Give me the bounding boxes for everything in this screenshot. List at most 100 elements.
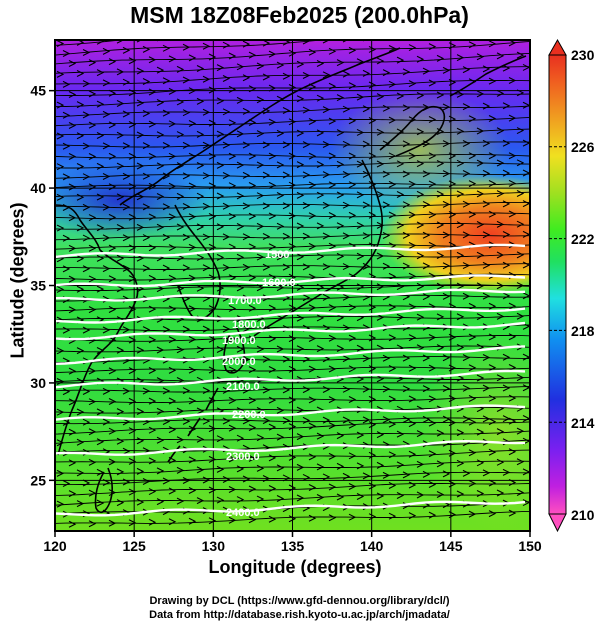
wind-arrow bbox=[328, 514, 337, 522]
wind-arrow bbox=[462, 66, 471, 74]
wind-arrow bbox=[362, 170, 371, 178]
streamline bbox=[55, 430, 530, 444]
coast-kyushu bbox=[223, 325, 246, 374]
wind-arrow bbox=[502, 139, 511, 147]
wind-arrow bbox=[188, 152, 197, 160]
wind-arrow bbox=[456, 221, 465, 229]
wind-arrow bbox=[328, 47, 337, 55]
wind-arrow bbox=[462, 170, 471, 177]
wind-arrow bbox=[488, 448, 497, 456]
wind-arrow bbox=[242, 74, 251, 82]
wind-arrow bbox=[257, 29, 263, 35]
wind-arrow bbox=[322, 40, 331, 44]
streamline bbox=[55, 335, 530, 342]
wind-arrow bbox=[282, 171, 291, 179]
wind-arrow bbox=[476, 90, 485, 98]
wind-arrow bbox=[408, 481, 417, 489]
wind-arrow bbox=[396, 221, 405, 229]
wind-arrow bbox=[82, 418, 91, 426]
wind-arrow bbox=[208, 86, 217, 94]
wind-arrow bbox=[242, 386, 251, 394]
wind-arrow bbox=[316, 94, 325, 102]
streamline bbox=[55, 93, 530, 108]
wind-arrow bbox=[422, 385, 431, 393]
wind-arrow bbox=[428, 333, 437, 341]
streamline bbox=[55, 141, 530, 148]
wind-arrow bbox=[508, 114, 517, 122]
contour-line bbox=[55, 307, 526, 324]
wind-arrow bbox=[116, 346, 125, 354]
wind-arrow bbox=[342, 201, 351, 209]
wind-arrow bbox=[116, 468, 125, 476]
contour-line bbox=[55, 369, 526, 389]
wind-arrow bbox=[328, 483, 337, 491]
wind-arrow bbox=[456, 251, 465, 259]
wind-arrow bbox=[196, 435, 205, 443]
wind-arrow bbox=[168, 305, 177, 313]
wind-arrow bbox=[256, 62, 265, 70]
wind-arrow bbox=[136, 346, 145, 354]
wind-arrow bbox=[376, 313, 385, 321]
wind-arrow bbox=[302, 473, 311, 481]
wind-arrow bbox=[388, 180, 397, 188]
wind-arrow bbox=[68, 398, 77, 406]
wind-arrow bbox=[296, 191, 305, 199]
wind-arrow bbox=[248, 243, 257, 251]
wind-arrow bbox=[342, 171, 351, 178]
wind-arrow bbox=[116, 285, 125, 293]
wind-arrow bbox=[96, 346, 105, 354]
wind-arrow bbox=[228, 243, 237, 251]
wind-arrow bbox=[228, 212, 237, 220]
wind-arrow bbox=[76, 163, 85, 171]
wind-arrow bbox=[382, 354, 391, 362]
wind-arrow bbox=[356, 93, 365, 101]
wind-arrow bbox=[228, 397, 237, 404]
wind-arrow bbox=[328, 242, 337, 250]
wind-arrow bbox=[328, 181, 337, 189]
wind-arrow bbox=[448, 115, 457, 123]
wind-arrow bbox=[56, 193, 65, 201]
wind-arrow bbox=[448, 42, 457, 50]
wind-arrow bbox=[82, 142, 91, 150]
wind-arrow bbox=[168, 274, 177, 282]
wind-arrow bbox=[376, 160, 385, 168]
wind-arrow bbox=[208, 305, 217, 313]
wind-arrow bbox=[62, 80, 71, 88]
wind-arrow bbox=[222, 417, 231, 425]
wind-arrow bbox=[296, 314, 305, 322]
wind-arrow bbox=[242, 417, 251, 425]
wind-arrow bbox=[422, 415, 431, 423]
wind-arrow bbox=[368, 421, 377, 429]
contour-line bbox=[55, 500, 526, 517]
wind-arrow bbox=[376, 492, 385, 500]
wind-arrow bbox=[62, 142, 71, 150]
wind-arrow bbox=[396, 492, 405, 500]
wind-arrow bbox=[196, 407, 205, 415]
wind-arrow bbox=[468, 449, 477, 457]
wind-arrow bbox=[228, 424, 237, 432]
wind-arrow bbox=[176, 98, 185, 106]
wind-arrow bbox=[436, 128, 445, 135]
wind-arrow bbox=[348, 421, 357, 429]
wind-arrow bbox=[76, 377, 85, 385]
wind-arrow bbox=[177, 40, 178, 41]
wind-arrow bbox=[248, 182, 257, 190]
wind-arrow bbox=[496, 127, 505, 135]
wind-streamlines bbox=[55, 29, 530, 528]
wind-arrow bbox=[56, 500, 65, 508]
wind-arrow bbox=[148, 426, 157, 434]
wind-arrow bbox=[402, 231, 411, 239]
wind-arrow bbox=[62, 418, 71, 426]
wind-arrow bbox=[356, 431, 365, 439]
wind-arrow bbox=[276, 495, 285, 503]
wind-arrow bbox=[236, 63, 245, 71]
wind-arrow bbox=[456, 282, 465, 290]
wind-arrow bbox=[316, 494, 325, 502]
wind-arrow bbox=[436, 54, 445, 62]
wind-arrow bbox=[242, 233, 251, 241]
wind-arrow bbox=[82, 111, 91, 119]
wind-arrow bbox=[188, 87, 197, 95]
wind-arrow bbox=[436, 159, 445, 167]
wind-arrow bbox=[456, 90, 465, 98]
wind-arrow bbox=[62, 50, 71, 57]
